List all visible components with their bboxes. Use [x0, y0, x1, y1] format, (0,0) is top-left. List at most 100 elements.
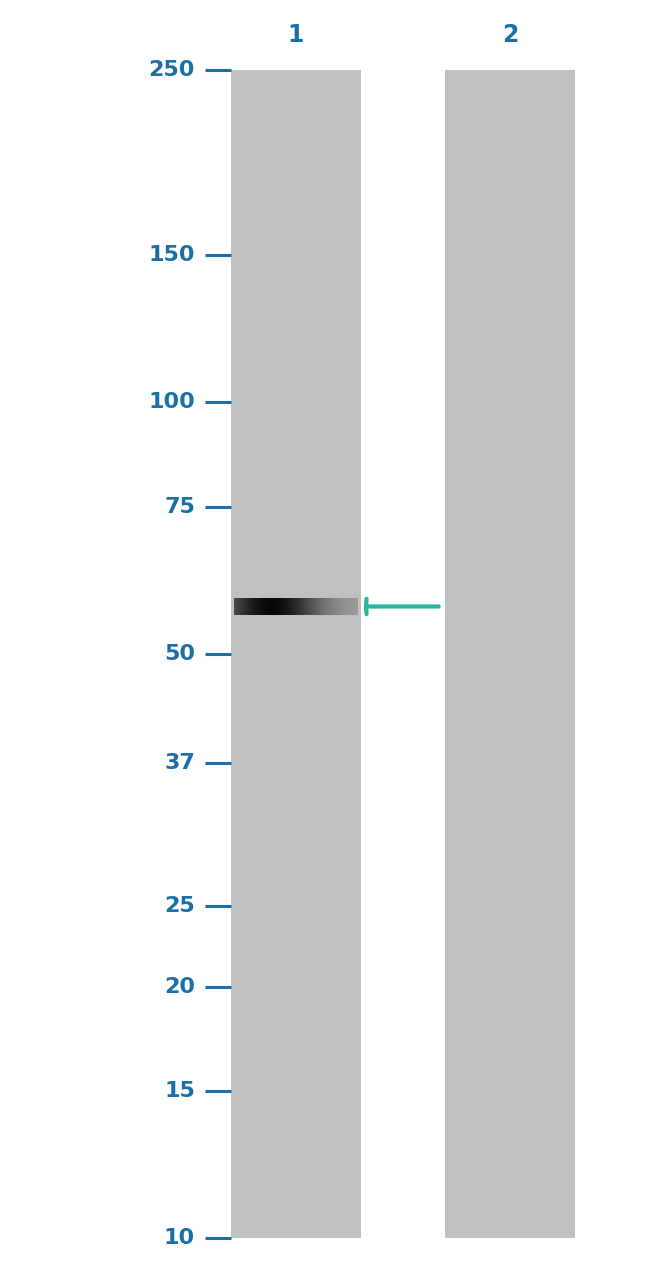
Bar [326, 598, 327, 615]
Bar [351, 598, 352, 615]
Bar [312, 598, 313, 615]
Bar [301, 598, 302, 615]
Bar [329, 598, 330, 615]
Bar [309, 598, 310, 615]
Bar [237, 598, 238, 615]
Bar [265, 598, 266, 615]
Bar [445, 70, 575, 1238]
Bar [241, 598, 242, 615]
Bar [251, 598, 252, 615]
Bar [316, 598, 317, 615]
Bar [304, 598, 305, 615]
Bar [244, 598, 245, 615]
Bar [297, 598, 298, 615]
Bar [328, 598, 330, 615]
Bar [285, 598, 286, 615]
Bar [291, 598, 292, 615]
Text: 100: 100 [148, 392, 195, 413]
Bar [287, 598, 288, 615]
Bar [302, 598, 304, 615]
Bar [357, 598, 358, 615]
Bar [292, 598, 293, 615]
Bar [254, 598, 255, 615]
Bar [332, 598, 333, 615]
Bar [306, 598, 307, 615]
Bar [260, 598, 261, 615]
Bar [240, 598, 242, 615]
Bar [325, 598, 326, 615]
Bar [262, 598, 263, 615]
Bar [333, 598, 334, 615]
Bar [328, 598, 329, 615]
Bar [270, 598, 271, 615]
Bar [323, 598, 324, 615]
Bar [279, 598, 280, 615]
Bar [299, 598, 300, 615]
Bar [318, 598, 320, 615]
Bar [337, 598, 338, 615]
Bar [310, 598, 311, 615]
Bar [277, 598, 278, 615]
Bar [239, 598, 240, 615]
Bar [344, 598, 345, 615]
Bar [252, 598, 253, 615]
Bar [280, 598, 281, 615]
Text: 150: 150 [148, 245, 195, 265]
Bar [273, 598, 274, 615]
Bar [234, 598, 235, 615]
Bar [249, 598, 250, 615]
Text: 15: 15 [164, 1081, 195, 1101]
Bar [311, 598, 312, 615]
Bar [296, 598, 297, 615]
Bar [289, 598, 290, 615]
Bar [261, 598, 262, 615]
Bar [352, 598, 354, 615]
Bar [270, 598, 272, 615]
Bar [327, 598, 328, 615]
Bar [266, 598, 267, 615]
Bar [255, 598, 256, 615]
Bar [302, 598, 303, 615]
Bar [274, 598, 275, 615]
Bar [318, 598, 319, 615]
Bar [349, 598, 350, 615]
Text: 10: 10 [164, 1228, 195, 1248]
Bar [330, 598, 331, 615]
Bar [313, 598, 314, 615]
Bar [267, 598, 268, 615]
Bar [294, 598, 296, 615]
Bar [250, 598, 251, 615]
Bar [350, 598, 351, 615]
Text: 2: 2 [502, 23, 519, 47]
Text: 75: 75 [164, 497, 195, 517]
Bar [242, 598, 244, 615]
Bar [322, 598, 323, 615]
Bar [339, 598, 340, 615]
Bar [231, 70, 361, 1238]
Bar [264, 598, 265, 615]
Bar [346, 598, 347, 615]
Bar [258, 598, 259, 615]
Bar [238, 598, 239, 615]
Bar [292, 598, 294, 615]
Bar [298, 598, 299, 615]
Bar [339, 598, 341, 615]
Bar [319, 598, 320, 615]
Bar [315, 598, 316, 615]
Bar [277, 598, 278, 615]
Bar [300, 598, 301, 615]
Text: 37: 37 [164, 753, 195, 773]
Bar [335, 598, 336, 615]
Bar [291, 598, 292, 615]
Bar [246, 598, 247, 615]
Bar [340, 598, 341, 615]
Bar [256, 598, 257, 615]
Bar [307, 598, 308, 615]
Bar [243, 598, 244, 615]
Text: 20: 20 [164, 977, 195, 997]
Bar [242, 598, 243, 615]
Bar [353, 598, 354, 615]
Bar [240, 598, 241, 615]
Bar [266, 598, 268, 615]
Text: 25: 25 [164, 895, 195, 916]
